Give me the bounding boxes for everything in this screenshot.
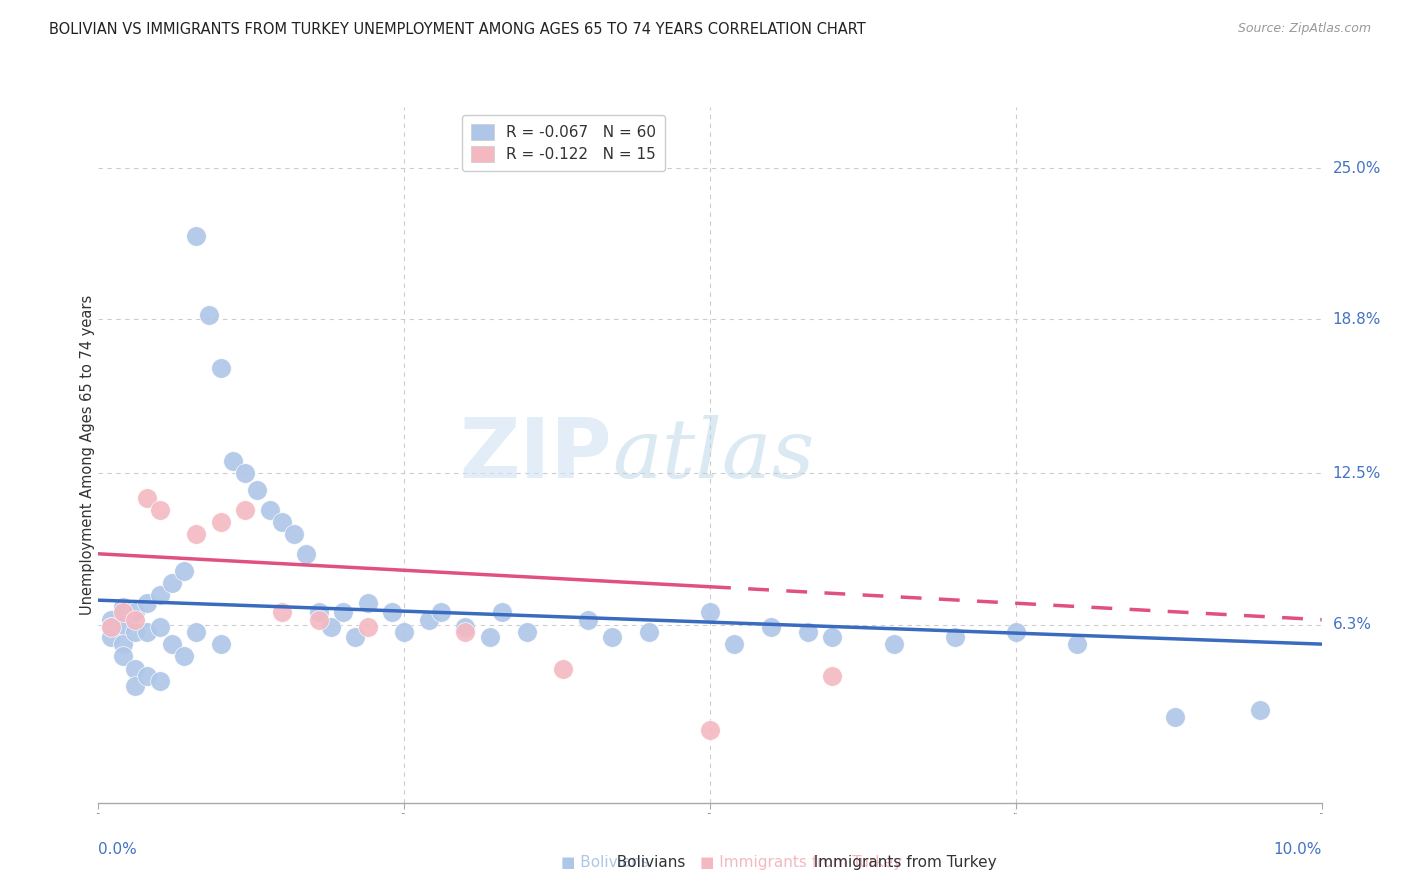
Point (454, 620, 477, 634)
Point (259, 503, 281, 517)
Point (233, 503, 256, 517)
Point (943, 630, 966, 644)
Text: 6.3%: 6.3% (1333, 617, 1372, 632)
Text: 12.5%: 12.5% (1333, 466, 1381, 481)
Point (100, 613, 122, 627)
Text: ZIP: ZIP (460, 415, 612, 495)
Point (136, 669, 159, 683)
Point (173, 649, 195, 664)
Point (478, 630, 501, 644)
Point (283, 527, 305, 541)
Point (100, 620, 122, 634)
Point (149, 588, 172, 602)
Point (246, 483, 269, 498)
Point (308, 613, 330, 627)
Point (160, 576, 183, 591)
Point (430, 606, 453, 620)
Point (136, 596, 159, 610)
Point (821, 669, 844, 683)
Point (136, 624, 159, 639)
Point (222, 454, 245, 468)
Point (516, 624, 538, 639)
Point (392, 624, 416, 639)
Point (149, 620, 172, 634)
Point (124, 606, 146, 620)
Point (1164, 710, 1187, 724)
Legend: R = -0.067   N = 60, R = -0.122   N = 15: R = -0.067 N = 60, R = -0.122 N = 15 (461, 115, 665, 171)
Point (1249, 703, 1271, 717)
Text: atlas: atlas (612, 415, 814, 495)
Text: 25.0%: 25.0% (1333, 161, 1381, 176)
Text: Bolivians: Bolivians (607, 855, 686, 870)
Point (209, 361, 232, 376)
Text: 0.0%: 0.0% (98, 842, 138, 856)
Point (100, 620, 122, 634)
Point (723, 637, 745, 651)
Point (111, 606, 134, 620)
Point (270, 515, 292, 529)
Point (136, 491, 159, 505)
Point (356, 620, 378, 634)
Text: BOLIVIAN VS IMMIGRANTS FROM TURKEY UNEMPLOYMENT AMONG AGES 65 TO 74 YEARS CORREL: BOLIVIAN VS IMMIGRANTS FROM TURKEY UNEMP… (49, 22, 866, 37)
Point (209, 515, 232, 529)
Point (308, 606, 330, 620)
Point (381, 606, 404, 620)
Point (797, 624, 820, 639)
Point (1066, 637, 1088, 651)
Point (332, 606, 354, 620)
Point (124, 661, 146, 675)
Point (111, 600, 134, 615)
Point (699, 606, 721, 620)
Point (356, 596, 378, 610)
Point (149, 673, 172, 688)
Point (883, 637, 905, 651)
Point (1004, 624, 1026, 639)
Point (576, 613, 599, 627)
Point (149, 503, 172, 517)
Point (160, 637, 183, 651)
Point (270, 606, 292, 620)
Text: 10.0%: 10.0% (1274, 842, 1322, 856)
Point (124, 624, 146, 639)
Point (454, 624, 477, 639)
Point (418, 613, 440, 627)
Point (821, 630, 844, 644)
Point (173, 564, 195, 578)
Point (759, 620, 782, 634)
Y-axis label: Unemployment Among Ages 65 to 74 years: Unemployment Among Ages 65 to 74 years (80, 294, 94, 615)
Point (111, 617, 134, 632)
Text: Immigrants from Turkey: Immigrants from Turkey (804, 855, 997, 870)
Point (233, 467, 256, 481)
Point (111, 649, 134, 664)
Point (553, 661, 575, 675)
Point (124, 613, 146, 627)
Point (186, 527, 208, 541)
Point (699, 723, 721, 737)
Point (100, 630, 122, 644)
Text: Source: ZipAtlas.com: Source: ZipAtlas.com (1237, 22, 1371, 36)
Point (186, 229, 208, 244)
Point (124, 679, 146, 693)
Point (344, 630, 367, 644)
Point (491, 606, 513, 620)
Point (295, 547, 318, 561)
Point (197, 308, 219, 322)
Text: ■ Immigrants from Turkey: ■ Immigrants from Turkey (700, 855, 903, 870)
Point (186, 624, 208, 639)
Point (637, 624, 661, 639)
Point (209, 637, 232, 651)
Text: 18.8%: 18.8% (1333, 312, 1381, 327)
Text: ■ Bolivians: ■ Bolivians (561, 855, 648, 870)
Point (111, 637, 134, 651)
Point (319, 620, 342, 634)
Point (600, 630, 623, 644)
